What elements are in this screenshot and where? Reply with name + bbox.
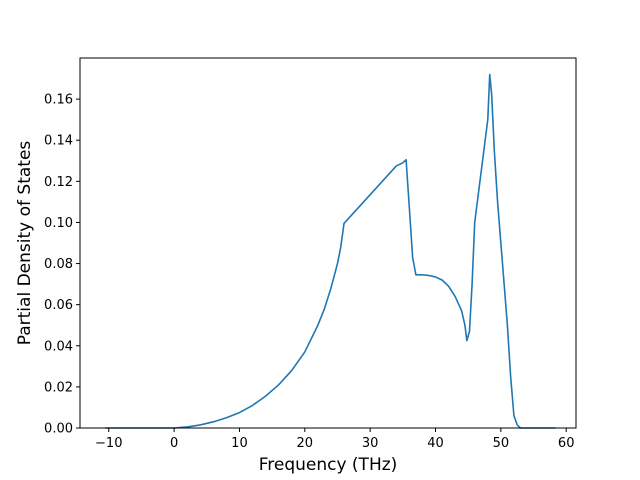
y-tick-label: 0.12 (44, 175, 73, 190)
x-tick-label: 60 (558, 436, 575, 451)
y-tick-label: 0.04 (44, 339, 73, 354)
y-axis-ticks: 0.00 0.02 0.04 0.06 0.08 0.10 0.12 0.14 0.16 (44, 93, 80, 437)
x-axis-ticks: −10 0 10 20 30 40 50 60 (95, 428, 574, 451)
series-line (104, 73, 556, 429)
plot-area (104, 73, 556, 429)
x-tick-label: 20 (297, 436, 314, 451)
x-tick-label: 0 (170, 436, 178, 451)
y-tick-label: 0.02 (44, 380, 73, 395)
x-tick-label: 10 (231, 436, 248, 451)
y-tick-label: 0.10 (44, 216, 73, 231)
axes-frame (79, 57, 577, 429)
y-tick-label: 0.06 (44, 298, 73, 313)
x-tick-label: 40 (427, 436, 444, 451)
y-axis-label: Partial Density of States (15, 141, 35, 346)
y-tick-label: 0.14 (44, 134, 73, 149)
y-tick-label: 0.00 (44, 422, 73, 437)
x-tick-label: 50 (493, 436, 510, 451)
x-tick-label: −10 (95, 436, 122, 451)
x-tick-label: 30 (362, 436, 379, 451)
x-axis-label: Frequency (THz) (259, 455, 398, 475)
y-tick-label: 0.08 (44, 257, 73, 272)
y-tick-label: 0.16 (44, 93, 73, 108)
